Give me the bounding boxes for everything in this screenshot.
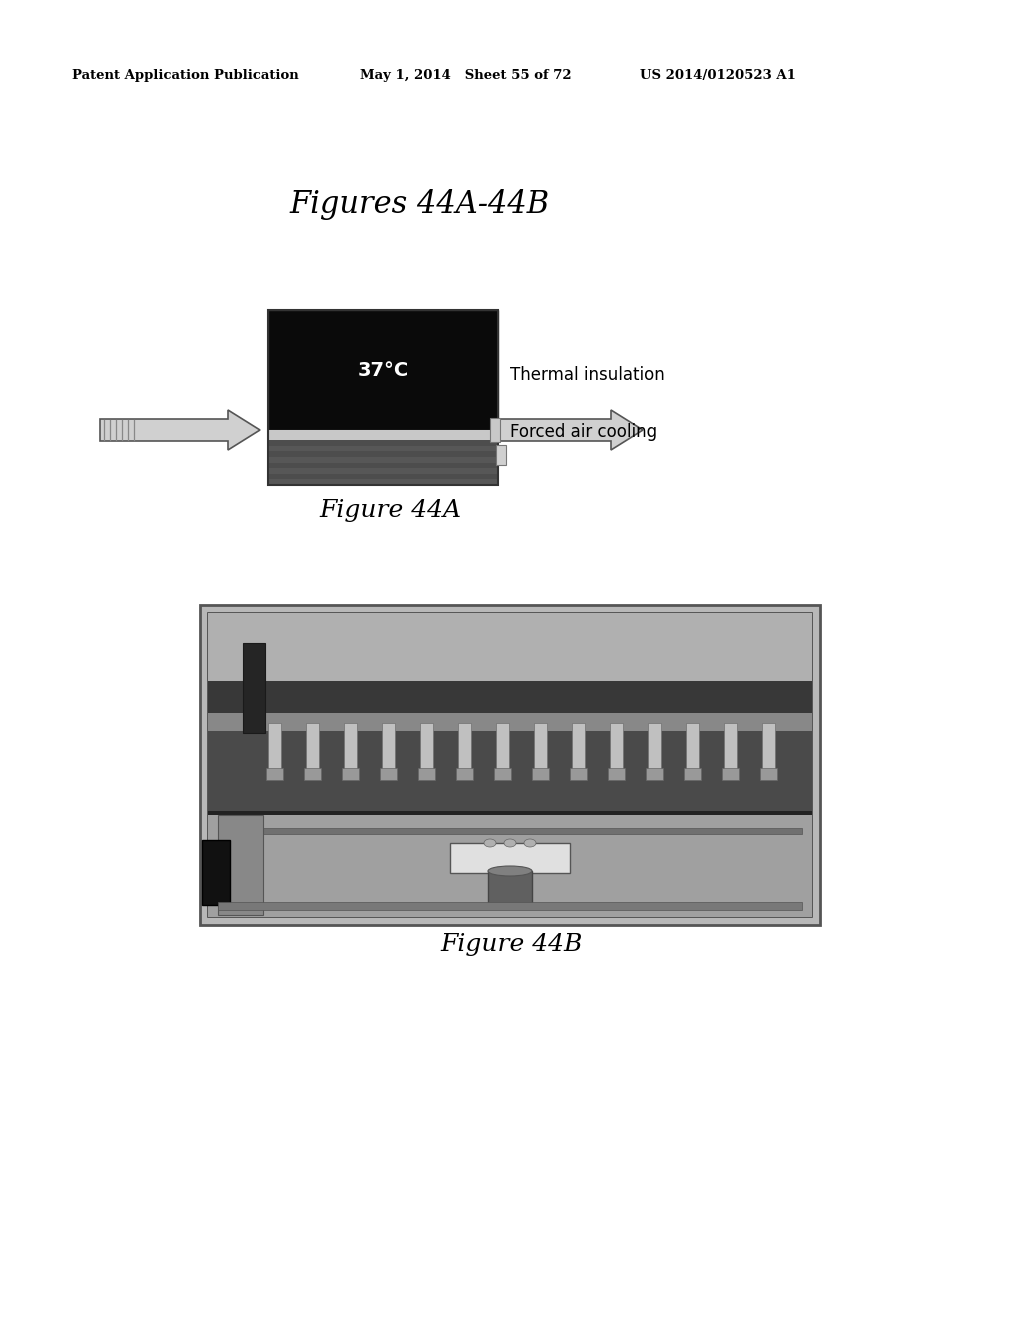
Bar: [532, 768, 549, 780]
Bar: [724, 723, 737, 777]
Bar: [208, 814, 812, 917]
Ellipse shape: [524, 840, 536, 847]
Text: Figure 44A: Figure 44A: [319, 499, 461, 521]
Bar: [572, 723, 585, 777]
Bar: [268, 446, 498, 451]
Bar: [534, 723, 547, 777]
Bar: [722, 768, 739, 780]
Bar: [208, 612, 812, 917]
Bar: [610, 723, 623, 777]
Bar: [304, 768, 321, 780]
Bar: [684, 768, 701, 780]
Text: 37°C: 37°C: [357, 360, 409, 380]
Bar: [496, 723, 509, 777]
Text: Figures 44A-44B: Figures 44A-44B: [290, 190, 550, 220]
Bar: [243, 643, 265, 733]
Text: Thermal insulation: Thermal insulation: [510, 366, 665, 384]
Bar: [208, 681, 812, 715]
Bar: [306, 723, 319, 777]
Bar: [646, 768, 663, 780]
Text: May 1, 2014   Sheet 55 of 72: May 1, 2014 Sheet 55 of 72: [360, 69, 571, 82]
Bar: [456, 768, 473, 780]
Bar: [450, 843, 570, 873]
Text: Forced air cooling: Forced air cooling: [510, 422, 657, 441]
Bar: [488, 871, 532, 906]
Bar: [268, 430, 498, 440]
Bar: [268, 457, 498, 462]
Bar: [380, 768, 397, 780]
Ellipse shape: [504, 840, 516, 847]
Ellipse shape: [484, 840, 496, 847]
Bar: [458, 723, 471, 777]
Bar: [494, 768, 511, 780]
Bar: [344, 723, 357, 777]
Bar: [200, 605, 820, 925]
Bar: [218, 902, 802, 909]
Bar: [268, 310, 498, 430]
Bar: [268, 440, 498, 446]
Text: Figure 44B: Figure 44B: [440, 933, 584, 957]
Bar: [382, 723, 395, 777]
Bar: [490, 418, 500, 442]
Bar: [218, 814, 263, 915]
Bar: [268, 479, 498, 484]
Bar: [208, 731, 812, 810]
Polygon shape: [498, 411, 643, 450]
Polygon shape: [100, 411, 260, 450]
Bar: [268, 310, 498, 484]
Bar: [218, 828, 802, 834]
Bar: [760, 768, 777, 780]
Bar: [420, 723, 433, 777]
Bar: [268, 462, 498, 469]
Bar: [608, 768, 625, 780]
Bar: [762, 723, 775, 777]
Bar: [202, 840, 230, 906]
Bar: [208, 713, 812, 733]
Text: US 2014/0120523 A1: US 2014/0120523 A1: [640, 69, 796, 82]
Bar: [342, 768, 359, 780]
Bar: [268, 474, 498, 479]
Bar: [268, 723, 281, 777]
Bar: [570, 768, 587, 780]
Bar: [208, 612, 812, 682]
Bar: [418, 768, 435, 780]
Bar: [268, 451, 498, 457]
Ellipse shape: [488, 866, 532, 876]
Bar: [268, 469, 498, 474]
Bar: [208, 810, 812, 814]
Text: Patent Application Publication: Patent Application Publication: [72, 69, 299, 82]
Bar: [496, 445, 506, 465]
Bar: [266, 768, 283, 780]
Bar: [648, 723, 662, 777]
Bar: [686, 723, 699, 777]
